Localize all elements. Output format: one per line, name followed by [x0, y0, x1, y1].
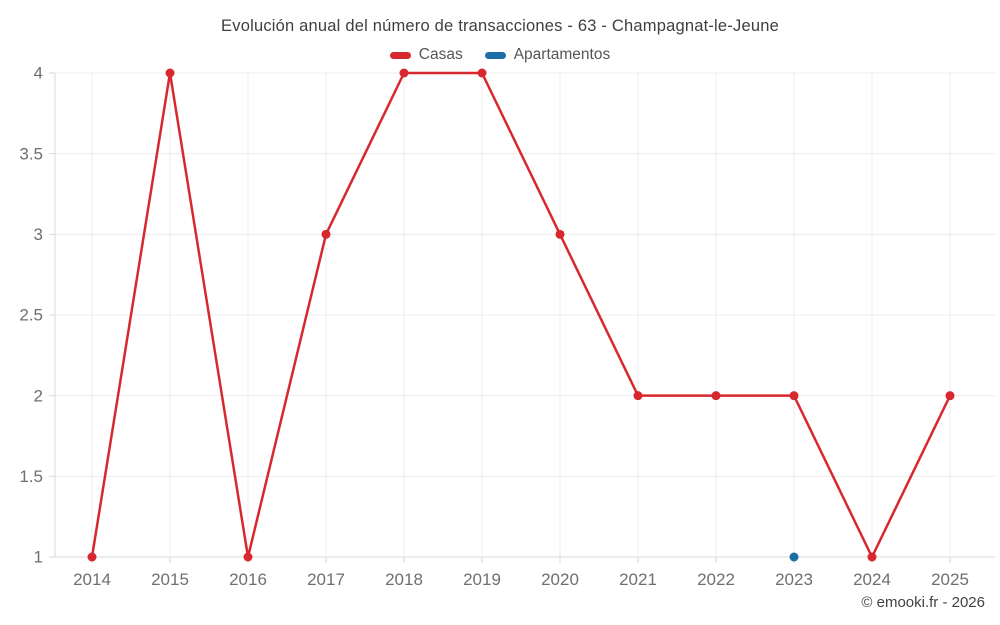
x-tick-label: 2019 — [463, 570, 501, 589]
casas-point-2021[interactable] — [633, 391, 643, 401]
watermark-credit: © emooki.fr - 2026 — [861, 594, 985, 611]
x-tick-label: 2021 — [619, 570, 657, 589]
casas-point-2019[interactable] — [477, 68, 487, 78]
apartamentos-point-2023[interactable] — [789, 552, 799, 562]
casas-point-2015[interactable] — [165, 68, 175, 78]
legend-label-casas: Casas — [418, 46, 463, 63]
apartamentos-legend-swatch-icon — [484, 51, 506, 59]
y-tick-label: 3 — [34, 225, 43, 244]
x-tick-label: 2022 — [697, 570, 735, 589]
x-tick-label: 2025 — [931, 570, 969, 589]
chart-title: Evolución anual del número de transaccio… — [221, 17, 779, 35]
casas-point-2022[interactable] — [711, 391, 721, 401]
casas-point-2020[interactable] — [555, 229, 565, 239]
casas-point-2018[interactable] — [399, 68, 409, 78]
x-tick-label: 2018 — [385, 570, 423, 589]
x-tick-label: 2020 — [541, 570, 579, 589]
x-tick-label: 2024 — [853, 570, 891, 589]
legend-label-apartamentos: Apartamentos — [513, 46, 611, 63]
y-tick-label: 1.5 — [19, 467, 43, 486]
y-tick-label: 2 — [34, 386, 43, 405]
casas-point-2017[interactable] — [321, 229, 331, 239]
y-tick-label: 4 — [34, 64, 43, 83]
casas-point-2023[interactable] — [789, 391, 799, 401]
x-tick-label: 2014 — [73, 570, 111, 589]
casas-legend-swatch-icon — [389, 51, 411, 59]
casas-point-2016[interactable] — [243, 552, 253, 562]
x-tick-label: 2023 — [775, 570, 813, 589]
y-tick-label: 2.5 — [19, 306, 43, 325]
y-tick-label: 1 — [34, 548, 43, 567]
legend: Casas Apartamentos — [0, 46, 1000, 64]
casas-point-2025[interactable] — [945, 391, 955, 401]
x-tick-label: 2016 — [229, 570, 267, 589]
casas-point-2024[interactable] — [867, 552, 877, 562]
y-tick-label: 3.5 — [19, 144, 43, 163]
casas-line — [90, 71, 952, 559]
legend-item-casas[interactable]: Casas — [389, 46, 463, 64]
x-tick-label: 2017 — [307, 570, 345, 589]
casas-point-2014[interactable] — [87, 552, 97, 562]
x-tick-label: 2015 — [151, 570, 189, 589]
legend-item-apartamentos[interactable]: Apartamentos — [484, 46, 611, 64]
